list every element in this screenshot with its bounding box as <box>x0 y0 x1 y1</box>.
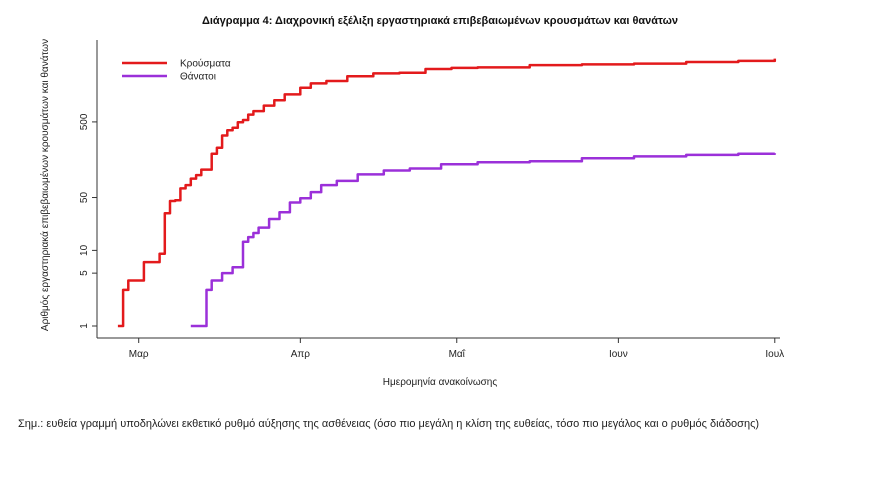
x-tick-label: Ιουλ <box>765 349 784 360</box>
series-line-cases <box>117 58 777 328</box>
y-tick-label: 50 <box>79 192 90 204</box>
chart-title: Διάγραμμα 4: Διαχρονική εξέλιξη εργαστηρ… <box>202 15 678 27</box>
x-axis-label: Ημερομηνία ανακοίνωσης <box>383 376 498 388</box>
series-layer <box>117 58 777 328</box>
y-tick-label: 5 <box>79 270 90 276</box>
x-tick-label: Ιουν <box>609 349 628 360</box>
x-tick-label: Μαρ <box>129 349 149 360</box>
y-tick-label: 1 <box>79 323 90 329</box>
y-axis-label: Αριθμός εργαστηριακά επιβεβαιωμένων κρου… <box>39 39 51 331</box>
x-tick-label: Μαΐ <box>449 348 466 360</box>
x-tick-label: Απρ <box>291 349 311 360</box>
y-tick-label: 10 <box>79 244 90 256</box>
chart: Διάγραμμα 4: Διαχρονική εξέλιξη εργαστηρ… <box>39 15 784 388</box>
y-tick-label: 500 <box>79 113 90 130</box>
series-line-deaths <box>190 152 777 328</box>
footnote: Σημ.: ευθεία γραμμή υποδηλώνει εκθετικό … <box>18 418 760 430</box>
legend-label: Θάνατοι <box>180 71 216 83</box>
legend-label: Κρούσματα <box>180 58 231 70</box>
axes: 1 5 10 50 500 Μαρ Απρ Μαΐ Ιουν Ιουλ <box>79 40 784 360</box>
